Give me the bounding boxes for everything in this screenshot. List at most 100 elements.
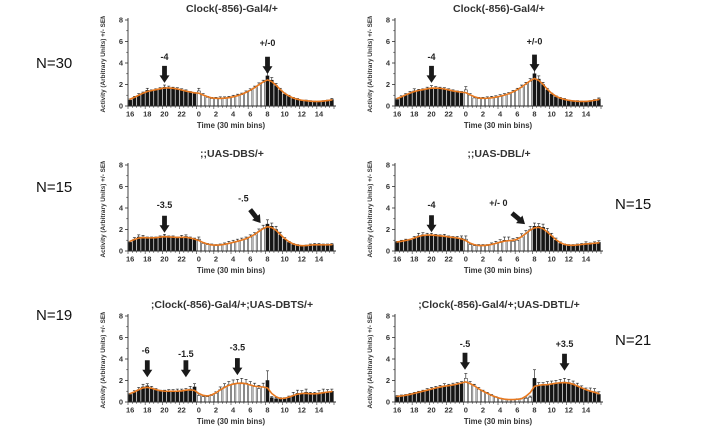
svg-text:Activity (Arbitrary Units) +/-: Activity (Arbitrary Units) +/- SEM: [100, 161, 107, 257]
svg-text:8: 8: [265, 255, 269, 264]
svg-text:Activity (Arbitrary Units) +/-: Activity (Arbitrary Units) +/- SEM: [100, 312, 107, 408]
svg-text:14: 14: [582, 406, 591, 415]
svg-text:4: 4: [498, 406, 503, 415]
svg-text:22: 22: [177, 255, 185, 264]
svg-text:4: 4: [386, 59, 391, 68]
chart-title: ;;UAS-DBL/+: [467, 148, 531, 160]
svg-text:4: 4: [386, 204, 391, 213]
svg-text:0: 0: [119, 102, 123, 111]
svg-text:12: 12: [298, 255, 306, 264]
svg-text:8: 8: [532, 255, 536, 264]
svg-text:6: 6: [386, 333, 390, 342]
svg-text:-3.5: -3.5: [230, 342, 246, 352]
svg-text:-4: -4: [427, 52, 435, 62]
svg-text:8: 8: [386, 161, 390, 170]
svg-text:20: 20: [160, 255, 168, 264]
chart-panel-middle-left: ;;UAS-DBS/+ 0 2 4 6 8 16 18 20 22 0 2 4 6 8 10 12 14 Time…: [98, 147, 340, 287]
svg-text:14: 14: [315, 406, 324, 415]
activity-histogram: 0 2 4 6 8 16 18 20 22 0 2 4 6 8 10 12 14 Time (30 min bin…: [100, 312, 336, 426]
svg-text:10: 10: [547, 110, 555, 119]
sample-size-label-row2-right: N=15: [615, 196, 652, 213]
svg-text:16: 16: [393, 255, 401, 264]
chart-title: ;;UAS-DBS/+: [200, 148, 264, 160]
svg-text:4: 4: [119, 59, 124, 68]
svg-text:-1.5: -1.5: [178, 349, 194, 359]
svg-text:18: 18: [410, 110, 418, 119]
sample-size-label-row1-left: N=30: [36, 55, 73, 72]
svg-text:0: 0: [386, 247, 390, 256]
svg-text:4: 4: [119, 204, 124, 213]
svg-text:6: 6: [119, 37, 123, 46]
svg-text:22: 22: [444, 110, 452, 119]
svg-text:0: 0: [386, 398, 390, 407]
svg-text:16: 16: [126, 406, 134, 415]
svg-text:10: 10: [547, 406, 555, 415]
svg-text:-.5: -.5: [238, 194, 249, 204]
chart-title: ;Clock(-856)-Gal4/+;UAS-DBTL/+: [418, 299, 580, 311]
svg-text:22: 22: [177, 110, 185, 119]
svg-text:10: 10: [280, 406, 288, 415]
svg-text:20: 20: [160, 110, 168, 119]
svg-text:16: 16: [126, 110, 134, 119]
svg-text:0: 0: [464, 406, 468, 415]
svg-text:-3.5: -3.5: [157, 200, 173, 210]
svg-text:8: 8: [532, 406, 536, 415]
svg-text:14: 14: [582, 110, 591, 119]
svg-text:Activity (Arbitrary Units) +/-: Activity (Arbitrary Units) +/- SEM: [367, 161, 374, 257]
svg-text:2: 2: [119, 80, 123, 89]
chart-panel-top-right: Clock(-856)-Gal4/+ 0 2 4 6 8 16 18 20 22 0 2 4 6 8 10 1…: [365, 2, 607, 142]
svg-text:16: 16: [393, 110, 401, 119]
svg-text:+/- 0: +/- 0: [489, 198, 507, 208]
svg-text:0: 0: [197, 255, 201, 264]
svg-text:6: 6: [119, 182, 123, 191]
svg-text:8: 8: [265, 406, 269, 415]
chart-panel-bottom-right: ;Clock(-856)-Gal4/+;UAS-DBTL/+ 0 2 4 6 8 16 18…: [365, 298, 607, 438]
svg-text:0: 0: [197, 110, 201, 119]
svg-text:16: 16: [126, 255, 134, 264]
svg-text:4: 4: [231, 406, 236, 415]
svg-text:6: 6: [515, 406, 519, 415]
svg-text:+3.5: +3.5: [556, 339, 574, 349]
svg-text:18: 18: [143, 255, 151, 264]
chart-panel-middle-right: ;;UAS-DBL/+ 0 2 4 6 8 16 18 20 22 0 2 4 6 8 10 12 14 Time…: [365, 147, 607, 287]
activity-histogram: 0 2 4 6 8 16 18 20 22 0 2 4 6 8 10 12 14 Time (30 min bin…: [367, 16, 603, 130]
svg-text:6: 6: [248, 255, 252, 264]
svg-text:-4: -4: [160, 52, 168, 62]
svg-text:2: 2: [481, 255, 485, 264]
svg-text:0: 0: [197, 406, 201, 415]
activity-histogram: 0 2 4 6 8 16 18 20 22 0 2 4 6 8 10 12 14 Time (30 min bin…: [100, 16, 336, 130]
svg-text:12: 12: [565, 406, 573, 415]
sample-size-label-row2-left: N=15: [36, 179, 73, 196]
svg-text:18: 18: [410, 255, 418, 264]
svg-text:8: 8: [386, 16, 390, 25]
chart-title: Clock(-856)-Gal4/+: [453, 3, 545, 15]
svg-text:20: 20: [427, 110, 435, 119]
svg-text:4: 4: [231, 255, 236, 264]
svg-text:10: 10: [280, 255, 288, 264]
svg-text:20: 20: [427, 406, 435, 415]
sample-size-label-row3-left: N=19: [36, 307, 73, 324]
svg-text:4: 4: [119, 355, 124, 364]
chart-title: ;Clock(-856)-Gal4/+;UAS-DBTS/+: [150, 299, 314, 311]
svg-text:Time (30 min bins): Time (30 min bins): [464, 417, 533, 426]
activity-histogram: 0 2 4 6 8 16 18 20 22 0 2 4 6 8 10 12 14 Time (30 min bin…: [367, 161, 603, 275]
svg-text:2: 2: [214, 406, 218, 415]
svg-text:12: 12: [298, 110, 306, 119]
svg-text:12: 12: [565, 110, 573, 119]
activity-histogram: 0 2 4 6 8 16 18 20 22 0 2 4 6 8 10 12 14 Time (30 min bin…: [100, 161, 336, 275]
svg-text:2: 2: [386, 225, 390, 234]
svg-text:-4: -4: [427, 200, 435, 210]
svg-text:22: 22: [177, 406, 185, 415]
svg-text:0: 0: [119, 398, 123, 407]
svg-text:0: 0: [119, 247, 123, 256]
svg-text:4: 4: [231, 110, 236, 119]
chart-title: Clock(-856)-Gal4/+: [186, 3, 278, 15]
svg-text:8: 8: [119, 16, 123, 25]
svg-text:18: 18: [410, 406, 418, 415]
svg-text:6: 6: [515, 110, 519, 119]
svg-text:0: 0: [386, 102, 390, 111]
svg-text:Time (30 min bins): Time (30 min bins): [464, 121, 533, 130]
svg-text:6: 6: [248, 110, 252, 119]
svg-text:18: 18: [143, 110, 151, 119]
svg-text:4: 4: [498, 255, 503, 264]
